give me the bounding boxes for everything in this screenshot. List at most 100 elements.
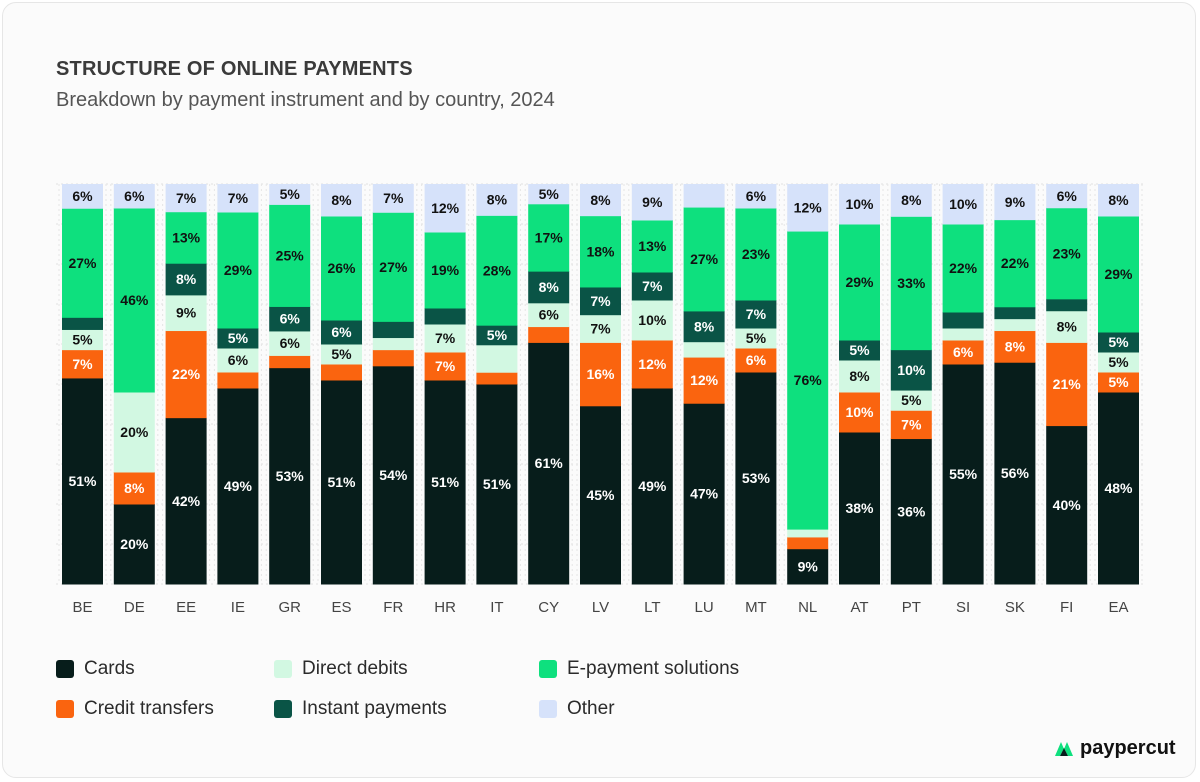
bar-segment-cards-fi <box>1046 425 1088 585</box>
bar-segment-cards-gr <box>269 367 311 585</box>
bar-segment-credit-transfers-es <box>321 364 362 381</box>
data-label: 18% <box>586 243 615 259</box>
data-label: 5% <box>228 330 249 346</box>
data-label: 46% <box>120 292 149 308</box>
data-label: 29% <box>224 262 253 278</box>
data-label: 8% <box>487 192 508 208</box>
bar-segment-credit-transfers-at <box>839 392 880 433</box>
x-tick-label: FI <box>1060 599 1073 616</box>
data-label: 7% <box>228 190 249 206</box>
bar-segment-credit-transfers-lv <box>580 342 621 407</box>
bar-segment-credit-transfers-fr <box>372 349 414 367</box>
bar-segment-e-payment-solutions-gr <box>269 204 311 307</box>
x-tick-label: IE <box>231 599 245 616</box>
data-label: 8% <box>539 279 560 295</box>
data-label: 61% <box>535 455 564 471</box>
data-label: 12% <box>794 200 823 216</box>
legend-label: Direct debits <box>302 658 408 679</box>
data-label: 22% <box>949 260 978 276</box>
bar-segment-other-it <box>476 184 518 216</box>
data-label: 7% <box>176 190 197 206</box>
data-label: 8% <box>1005 338 1026 354</box>
bar-segment-direct-debits-it <box>476 344 518 373</box>
bar-segment-direct-debits-hr <box>424 324 466 353</box>
legend-label: Other <box>567 698 615 719</box>
bar-segment-instant-payments-ee <box>165 263 207 296</box>
data-label: 9% <box>642 194 663 210</box>
bar-segment-other-at <box>839 184 880 225</box>
bar-segment-cards-sk <box>994 362 1036 585</box>
bar-segment-credit-transfers-pt <box>890 410 932 440</box>
legend-label: E-payment solutions <box>567 658 740 679</box>
bar-segment-instant-payments-at <box>839 340 880 361</box>
bar-segment-credit-transfers-ea <box>1098 372 1139 393</box>
data-label: 51% <box>431 474 460 490</box>
data-label: 54% <box>379 467 408 483</box>
bar-segment-e-payment-solutions-ee <box>165 211 207 264</box>
bar-segment-e-payment-solutions-es <box>321 216 362 321</box>
bar-segment-other-lv <box>580 184 621 217</box>
x-tick-label: FR <box>383 599 403 616</box>
bar-segment-credit-transfers-fi <box>1046 342 1088 427</box>
bar-segment-direct-debits-fi <box>1046 310 1088 343</box>
bar-segment-e-payment-solutions-de <box>113 208 155 393</box>
bar-segment-other-sk <box>994 184 1036 221</box>
data-label: 7% <box>72 356 93 372</box>
x-tick-label: GR <box>278 599 301 616</box>
bar-segment-cards-pt <box>890 438 932 585</box>
x-tick-label: LV <box>592 599 609 616</box>
data-label: 17% <box>535 229 564 245</box>
bar-segment-credit-transfers-de <box>113 472 155 505</box>
x-tick-label: LU <box>695 599 714 616</box>
bar-segment-direct-debits-es <box>321 344 362 365</box>
data-label: 42% <box>172 493 201 509</box>
x-tick-label: DE <box>124 599 145 616</box>
bar-segment-e-payment-solutions-ea <box>1098 216 1139 333</box>
data-label: 7% <box>746 306 767 322</box>
data-label: 7% <box>590 321 611 337</box>
legend-item-instant-payments: Instant payments <box>274 698 447 720</box>
data-label: 7% <box>383 190 404 206</box>
bar-segment-direct-debits-at <box>839 360 880 393</box>
bar-segment-instant-payments-ie <box>217 328 259 349</box>
bar-segment-other-ea <box>1098 184 1139 217</box>
bar-segment-direct-debits-lt <box>631 300 673 341</box>
data-label: 22% <box>1001 255 1030 271</box>
legend-label: Credit transfers <box>84 698 214 719</box>
bar-segment-cards-be <box>62 377 103 585</box>
brand-name: paypercut <box>1080 737 1176 759</box>
data-label: 7% <box>435 358 456 374</box>
legend-label: Cards <box>84 658 135 679</box>
bar-segment-credit-transfers-cy <box>528 326 570 343</box>
bar-segment-direct-debits-lu <box>683 341 725 358</box>
legend-swatch-e-payment-solutions <box>539 660 557 678</box>
data-label: 40% <box>1053 497 1082 513</box>
data-label: 51% <box>327 474 356 490</box>
bar-segment-instant-payments-be <box>62 317 103 330</box>
bar-segment-direct-debits-lv <box>580 314 621 343</box>
bar-segment-credit-transfers-nl <box>787 536 829 550</box>
data-label: 22% <box>172 366 201 382</box>
bar-segment-e-payment-solutions-mt <box>735 208 777 301</box>
data-label: 5% <box>746 330 767 346</box>
data-label: 6% <box>72 188 93 204</box>
data-label: 6% <box>280 335 301 351</box>
bar-segment-instant-payments-it <box>476 325 518 346</box>
data-label: 53% <box>276 468 305 484</box>
data-label: 9% <box>176 305 197 321</box>
legend-swatch-cards <box>56 660 74 678</box>
bar-segment-cards-ee <box>165 417 207 585</box>
bar-segment-other-be <box>62 184 103 209</box>
x-tick-label: HR <box>434 599 456 616</box>
bar-segment-credit-transfers-gr <box>269 355 311 369</box>
legend-label: Instant payments <box>302 698 447 719</box>
x-tick-label: CY <box>538 599 559 616</box>
x-tick-label: IT <box>490 599 503 616</box>
bar-segment-e-payment-solutions-sk <box>994 219 1036 308</box>
data-label: 51% <box>483 476 512 492</box>
x-tick-label: BE <box>72 599 92 616</box>
data-label: 49% <box>224 478 253 494</box>
data-label: 10% <box>845 404 874 420</box>
bar-segment-cards-hr <box>424 380 466 585</box>
bar-segment-e-payment-solutions-fr <box>372 212 414 322</box>
